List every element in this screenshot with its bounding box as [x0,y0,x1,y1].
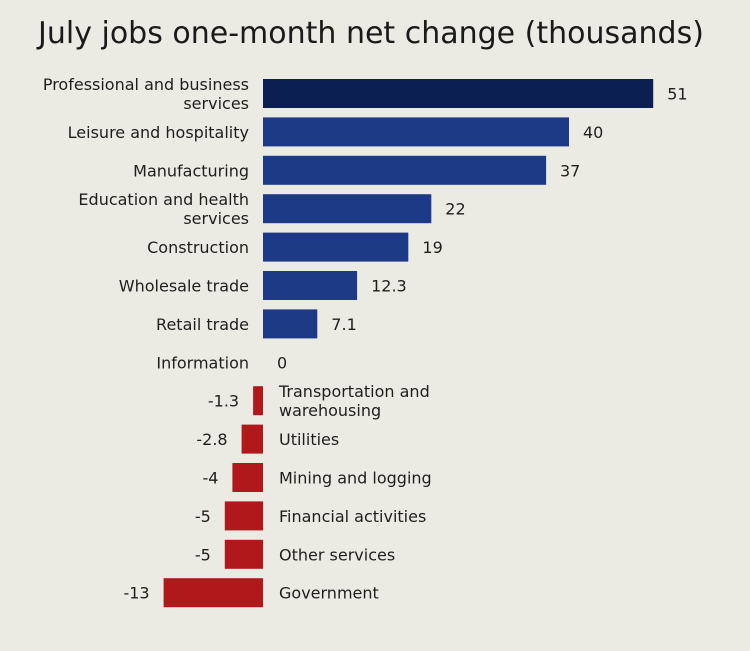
bar-wholesale-trade [263,271,358,300]
category-label-other-services: Other services [279,545,395,564]
category-label-manufacturing: Manufacturing [133,161,249,180]
labels-group: Professional and business services 51 Leisu… [43,75,688,603]
bar-retail-trade [263,309,318,339]
value-label-wholesale-trade: 12.3 [371,277,407,296]
category-label-wholesale-trade: Wholesale trade [119,277,249,296]
category-label-professional-and-business-services: Professional and business services [43,75,249,113]
bar-other-services [224,539,264,569]
bar-leisure-and-hospitality [263,117,569,147]
bar-professional-and-business-services [263,79,654,108]
value-label-education-and-health-services: 22 [445,200,465,219]
value-label-professional-and-business-services: 51 [667,85,687,104]
bar-construction [263,232,409,262]
bar-mining-and-logging [232,463,263,492]
category-label-leisure-and-hospitality: Leisure and hospitality [68,123,249,142]
category-label-financial-activities: Financial activities [279,507,426,526]
bar-manufacturing [263,155,547,185]
category-label-construction: Construction [147,238,249,257]
bar-education-and-health-services [263,194,432,224]
category-label-government: Government [279,584,379,603]
value-label-mining-and-logging: -4 [202,469,218,488]
bar-government [163,578,264,608]
bar-transportation-and-warehousing [253,386,263,416]
value-label-transportation-and-warehousing: -1.3 [208,392,239,411]
category-label-transportation-and-warehousing: Transportation and warehousing [278,382,430,420]
chart-title: July jobs one-month net change (thousand… [36,16,704,51]
value-label-utilities: -2.8 [196,430,227,449]
value-label-other-services: -5 [195,545,211,564]
bars-group [163,79,654,608]
category-label-education-and-health-services: Education and health services [78,190,249,228]
category-label-mining-and-logging: Mining and logging [279,469,432,488]
value-label-manufacturing: 37 [560,161,580,180]
value-label-information: 0 [277,353,287,372]
value-label-leisure-and-hospitality: 40 [583,123,603,142]
value-label-financial-activities: -5 [195,507,211,526]
value-label-retail-trade: 7.1 [331,315,356,334]
category-label-information: Information [156,353,249,372]
bar-financial-activities [224,501,264,531]
value-label-construction: 19 [422,238,442,257]
category-label-utilities: Utilities [279,430,339,449]
category-label-retail-trade: Retail trade [156,315,249,334]
value-label-government: -13 [123,584,149,603]
bar-utilities [241,424,263,454]
